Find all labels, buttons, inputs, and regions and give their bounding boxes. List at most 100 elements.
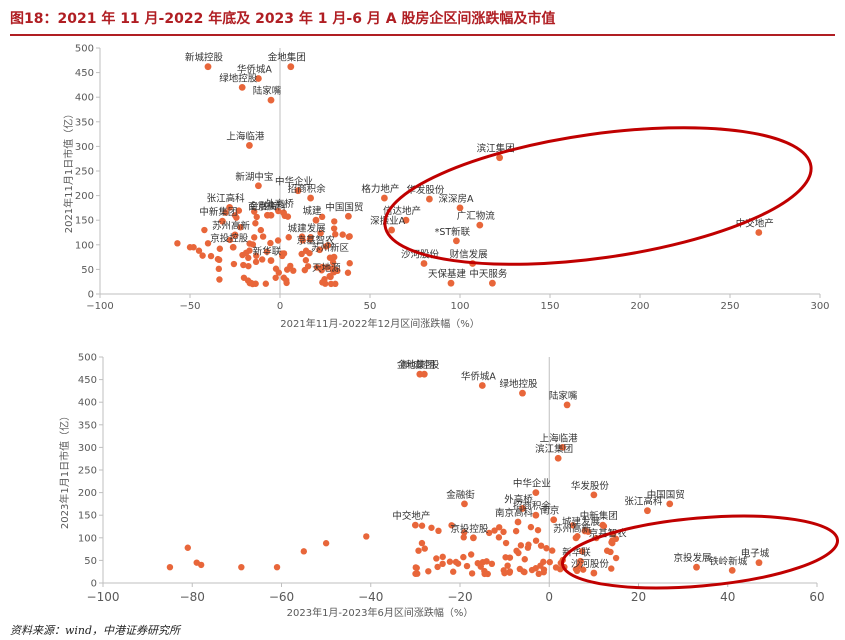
- data-label: 招商积余: [288, 183, 327, 195]
- data-point: [197, 561, 205, 569]
- data-point: [421, 545, 428, 552]
- data-point: [502, 539, 510, 547]
- data-label: 金融街: [249, 200, 278, 212]
- data-point: [319, 263, 326, 271]
- data-point: [330, 225, 338, 232]
- data-point-labeled: [420, 260, 428, 267]
- data-point: [245, 254, 252, 262]
- data-label: 华侨城A: [461, 370, 497, 382]
- x-tick-label: 250: [720, 301, 739, 312]
- data-point: [537, 542, 545, 549]
- x-tick-label: −80: [180, 590, 205, 604]
- y-tick-label: 300: [78, 443, 97, 454]
- data-point: [535, 570, 542, 578]
- y-tick-label: 100: [78, 533, 97, 544]
- x-tick-label: 100: [450, 301, 469, 312]
- data-point-labeled: [330, 253, 338, 261]
- data-point-labeled: [532, 489, 540, 496]
- data-point: [481, 570, 488, 578]
- data-point: [273, 563, 281, 571]
- data-label: 金地集团: [397, 359, 435, 371]
- data-label: 城建发展: [562, 516, 601, 528]
- data-point: [317, 229, 324, 237]
- data-point-labeled: [456, 204, 464, 212]
- data-point-labeled: [246, 142, 253, 149]
- y-tick-label: 400: [78, 398, 97, 409]
- data-point-labeled: [554, 454, 562, 462]
- data-label: 京基智农: [297, 235, 336, 247]
- data-point: [612, 554, 620, 562]
- data-label: 陆家嘴: [253, 85, 282, 97]
- data-point: [532, 537, 540, 544]
- data-label: 陆家嘴: [549, 390, 578, 402]
- data-point: [418, 539, 426, 547]
- data-point: [516, 565, 524, 573]
- data-point-labeled: [644, 507, 651, 515]
- data-point: [517, 542, 525, 549]
- y-tick-label: 50: [81, 265, 94, 276]
- data-point-labeled: [489, 279, 496, 287]
- data-point: [302, 257, 310, 264]
- data-label: 财信发展: [450, 248, 489, 260]
- data-point-labeled: [312, 216, 320, 224]
- data-point: [460, 534, 467, 541]
- data-point: [235, 207, 243, 214]
- data-point-labeled: [519, 505, 526, 512]
- y-tick-label: 300: [75, 142, 94, 153]
- data-label: 中天服务: [469, 268, 508, 280]
- data-point: [245, 262, 252, 270]
- data-point: [298, 250, 305, 258]
- data-point: [284, 213, 292, 220]
- data-point-labeled: [231, 231, 239, 239]
- data-point-labeled: [420, 370, 428, 378]
- figure-title: 图18：2021 年 11 月-2022 年底及 2023 年 1 月-6 月 …: [10, 8, 835, 36]
- data-point: [329, 259, 337, 266]
- data-label: 金地集团: [268, 52, 306, 64]
- data-point: [274, 237, 282, 244]
- data-label: 外高桥: [265, 198, 294, 210]
- data-point: [240, 274, 248, 281]
- data-point: [546, 558, 553, 566]
- data-point-labeled: [532, 511, 540, 519]
- data-label: 中国国贸: [325, 201, 363, 213]
- data-point: [506, 554, 514, 561]
- data-point: [512, 527, 520, 535]
- data-point-labeled: [693, 563, 700, 571]
- x-tick-label: −50: [179, 301, 200, 312]
- data-label: 中国国贸: [647, 489, 685, 501]
- data-point-labeled: [255, 182, 262, 190]
- data-label: 华发股份: [571, 480, 610, 492]
- data-point-labeled: [577, 557, 584, 565]
- data-point: [238, 563, 245, 571]
- data-point-labeled: [255, 75, 262, 82]
- data-point: [461, 529, 468, 536]
- data-label: 新华联: [562, 546, 591, 558]
- data-label: 张江高科: [207, 192, 246, 204]
- data-point: [216, 245, 224, 252]
- data-point: [468, 570, 476, 577]
- data-label: 苏州高新: [212, 220, 251, 232]
- data-point: [275, 207, 282, 215]
- source-note: 资料来源：wind，中港证券研究所: [10, 624, 181, 637]
- data-point-labeled: [581, 527, 589, 535]
- x-tick-label: 300: [810, 301, 829, 312]
- data-point-labeled: [402, 216, 410, 224]
- y-tick-label: 250: [75, 167, 94, 178]
- data-point: [569, 522, 577, 529]
- x-tick-label: 0: [277, 301, 283, 312]
- data-point: [452, 558, 460, 566]
- data-label: 苏州新区: [311, 242, 350, 254]
- data-point: [446, 558, 454, 565]
- data-point: [199, 252, 206, 259]
- data-point-labeled: [426, 195, 433, 203]
- data-point: [331, 218, 338, 225]
- y-axis-title: 2023年1月1日市值（亿）: [58, 411, 71, 529]
- x-tick-label: 20: [631, 590, 646, 604]
- data-point: [339, 231, 346, 238]
- data-label: 绿地控股: [219, 72, 258, 84]
- data-point: [534, 526, 542, 534]
- data-point-labeled: [381, 194, 388, 202]
- data-point-labeled: [666, 500, 674, 508]
- data-point-labeled: [469, 534, 477, 542]
- data-point: [321, 276, 328, 283]
